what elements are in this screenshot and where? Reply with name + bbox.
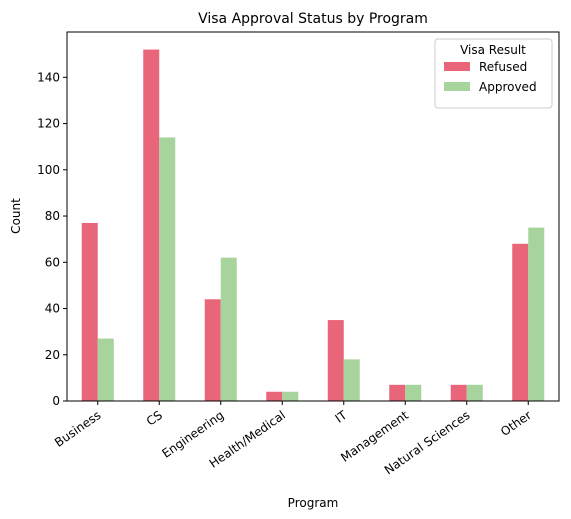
legend-swatch-approved [444, 82, 470, 91]
x-tick-label-cs: CS [144, 408, 165, 429]
bar-approved-other [528, 227, 545, 401]
bar-refused-business [81, 222, 98, 401]
bar-refused-management [389, 384, 406, 401]
plot-area [81, 49, 545, 401]
bar-refused-cs [143, 49, 160, 401]
x-tick-label-other: Other [498, 408, 534, 439]
legend-title: Visa Result [460, 43, 526, 57]
chart-title: Visa Approval Status by Program [198, 11, 428, 27]
bar-refused-natural-sciences [450, 384, 467, 401]
y-tick-label: 20 [45, 348, 60, 362]
bar-approved-cs [159, 137, 176, 401]
legend-label-approved: Approved [479, 80, 537, 94]
y-tick-label: 0 [52, 394, 60, 408]
y-tick-label: 40 [45, 302, 60, 316]
x-tick-label-business: Business [52, 408, 103, 450]
bar-refused-engineering [204, 299, 221, 401]
bar-approved-business [97, 338, 114, 401]
y-tick-label: 60 [45, 255, 60, 269]
bar-approved-management [405, 384, 422, 401]
y-axis: 0 20 40 60 80 100 120 140 [37, 70, 67, 408]
legend: Visa Result Refused Approved [434, 38, 553, 109]
y-tick-label: 80 [45, 209, 60, 223]
bar-refused-other [512, 243, 529, 401]
bar-approved-it [343, 359, 360, 401]
bar-approved-engineering [220, 257, 237, 401]
y-tick-label: 120 [37, 117, 60, 131]
bar-approved-health-medical [282, 391, 299, 401]
legend-label-refused: Refused [479, 60, 527, 74]
legend-swatch-refused [444, 62, 470, 71]
y-tick-label: 100 [37, 163, 60, 177]
bar-refused-health-medical [266, 391, 283, 401]
y-axis-label: Count [9, 198, 23, 234]
x-tick-label-it: IT [333, 408, 350, 426]
bar-refused-it [327, 320, 344, 401]
y-tick-label: 140 [37, 70, 60, 84]
bar-approved-natural-sciences [466, 384, 483, 401]
x-axis-label: Program [288, 496, 339, 510]
